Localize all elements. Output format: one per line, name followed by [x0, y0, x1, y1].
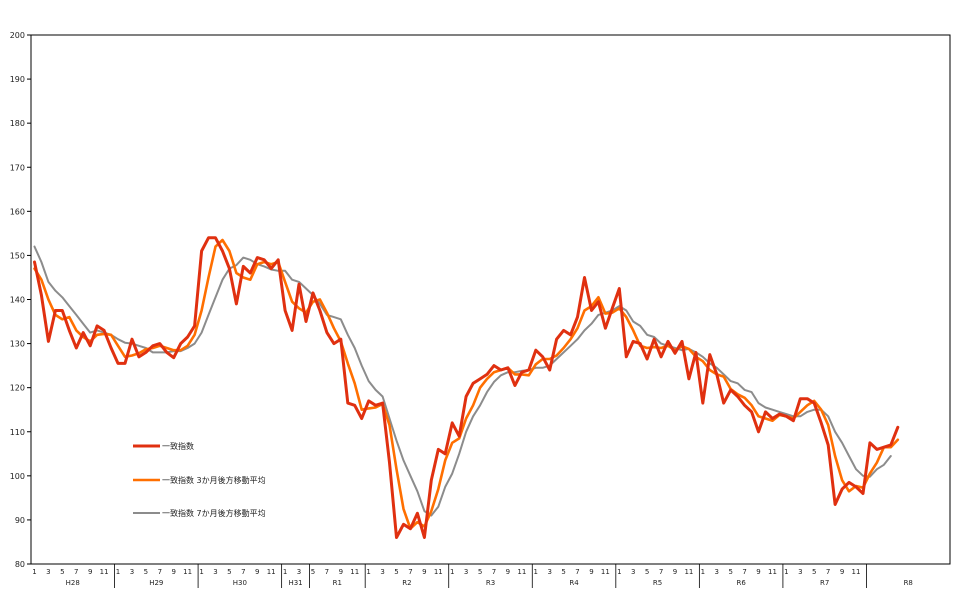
x-tick-label: 3 — [130, 568, 134, 576]
x-tick-label: 9 — [339, 568, 343, 576]
x-tick-label: 9 — [171, 568, 175, 576]
x-tick-label: 5 — [394, 568, 398, 576]
y-tick-label: 190 — [10, 75, 25, 84]
x-tick-label: 3 — [798, 568, 802, 576]
era-label: H31 — [288, 579, 302, 587]
x-tick-label: 5 — [561, 568, 565, 576]
y-tick-label: 180 — [10, 119, 25, 128]
x-tick-label: 11 — [183, 568, 192, 576]
x-tick-label: 3 — [380, 568, 384, 576]
x-tick-label: 11 — [684, 568, 693, 576]
x-tick-label: 1 — [617, 568, 621, 576]
y-tick-label: 170 — [10, 163, 25, 172]
x-tick-label: 3 — [46, 568, 50, 576]
x-tick-label: 5 — [728, 568, 732, 576]
x-tick-label: 9 — [422, 568, 426, 576]
y-tick-label: 110 — [10, 428, 25, 437]
y-tick-label: 160 — [10, 207, 25, 216]
series-lines — [33, 236, 900, 539]
x-tick-label: 11 — [434, 568, 443, 576]
y-tick-label: 140 — [10, 296, 25, 305]
x-tick-label: 9 — [506, 568, 510, 576]
x-tick-label: 5 — [311, 568, 315, 576]
x-tick-label: 11 — [267, 568, 276, 576]
x-tick-label: 5 — [812, 568, 816, 576]
x-tick-label: 5 — [144, 568, 148, 576]
axes: 80 90 100 110 120 130 140 150 160 170 180 190 200 1 3 5… — [10, 31, 951, 588]
x-tick-label: 5 — [645, 568, 649, 576]
x-tick-label: 3 — [715, 568, 719, 576]
era-label: R1 — [333, 579, 342, 587]
x-tick-label: 5 — [227, 568, 231, 576]
x-tick-label: 1 — [199, 568, 203, 576]
x-tick-label: 1 — [534, 568, 538, 576]
legend-label-0: 一致指数 — [162, 441, 194, 451]
x-tick-label: 11 — [852, 568, 861, 576]
x-tick-label: 9 — [673, 568, 677, 576]
x-tick-label: 3 — [547, 568, 551, 576]
x-tick-label: 9 — [840, 568, 844, 576]
x-tick-label: 9 — [88, 568, 92, 576]
x-tick-label: 11 — [601, 568, 610, 576]
legend-label-1: 一致指数 3か月後方移動平均 — [162, 475, 266, 485]
era-label: R8 — [904, 579, 913, 587]
y-tick-label: 80 — [15, 560, 25, 569]
era-label: H28 — [66, 579, 80, 587]
x-tick-label: 7 — [492, 568, 496, 576]
x-tick-label: 1 — [701, 568, 705, 576]
x-tick-label: 7 — [325, 568, 329, 576]
era-label: R4 — [569, 579, 579, 587]
x-tick-label: 7 — [241, 568, 245, 576]
x-tick-label: 1 — [32, 568, 36, 576]
x-tick-label: 3 — [297, 568, 301, 576]
x-tick-label: 7 — [158, 568, 162, 576]
x-tick-label: 3 — [464, 568, 468, 576]
x-tick-label: 7 — [659, 568, 663, 576]
era-label: R5 — [653, 579, 662, 587]
era-label: H29 — [149, 579, 163, 587]
y-tick-label: 130 — [10, 340, 25, 349]
x-tick-label: 7 — [742, 568, 746, 576]
y-tick-label: 200 — [10, 31, 25, 40]
x-tick-label: 11 — [100, 568, 109, 576]
x-tick-label: 5 — [478, 568, 482, 576]
legend-label-2: 一致指数 7か月後方移動平均 — [162, 508, 266, 518]
series-line-1 — [33, 238, 900, 531]
x-tick-label: 1 — [784, 568, 788, 576]
era-label: R6 — [736, 579, 746, 587]
x-tick-label: 7 — [408, 568, 412, 576]
x-tick-label: 7 — [575, 568, 579, 576]
era-label: R3 — [486, 579, 495, 587]
x-tick-label: 11 — [517, 568, 526, 576]
x-tick-label: 9 — [756, 568, 760, 576]
x-tick-label: 7 — [826, 568, 830, 576]
x-tick-label: 3 — [213, 568, 217, 576]
series-line-0 — [33, 236, 900, 539]
x-tick-label: 11 — [768, 568, 777, 576]
x-tick-label: 1 — [283, 568, 287, 576]
x-tick-label: 11 — [350, 568, 359, 576]
y-tick-label: 120 — [10, 384, 25, 393]
x-tick-label: 1 — [366, 568, 370, 576]
x-tick-label: 7 — [74, 568, 78, 576]
era-label: H30 — [233, 579, 247, 587]
era-label: R2 — [402, 579, 411, 587]
x-tick-label: 5 — [60, 568, 64, 576]
y-tick-label: 100 — [10, 472, 25, 481]
x-tick-label: 9 — [255, 568, 259, 576]
x-tick-label: 9 — [589, 568, 593, 576]
x-tick-label: 3 — [631, 568, 635, 576]
era-label: R7 — [820, 579, 829, 587]
y-tick-label: 150 — [10, 251, 25, 260]
x-tick-label: 1 — [116, 568, 120, 576]
y-tick-label: 90 — [15, 516, 25, 525]
x-tick-label: 1 — [450, 568, 454, 576]
